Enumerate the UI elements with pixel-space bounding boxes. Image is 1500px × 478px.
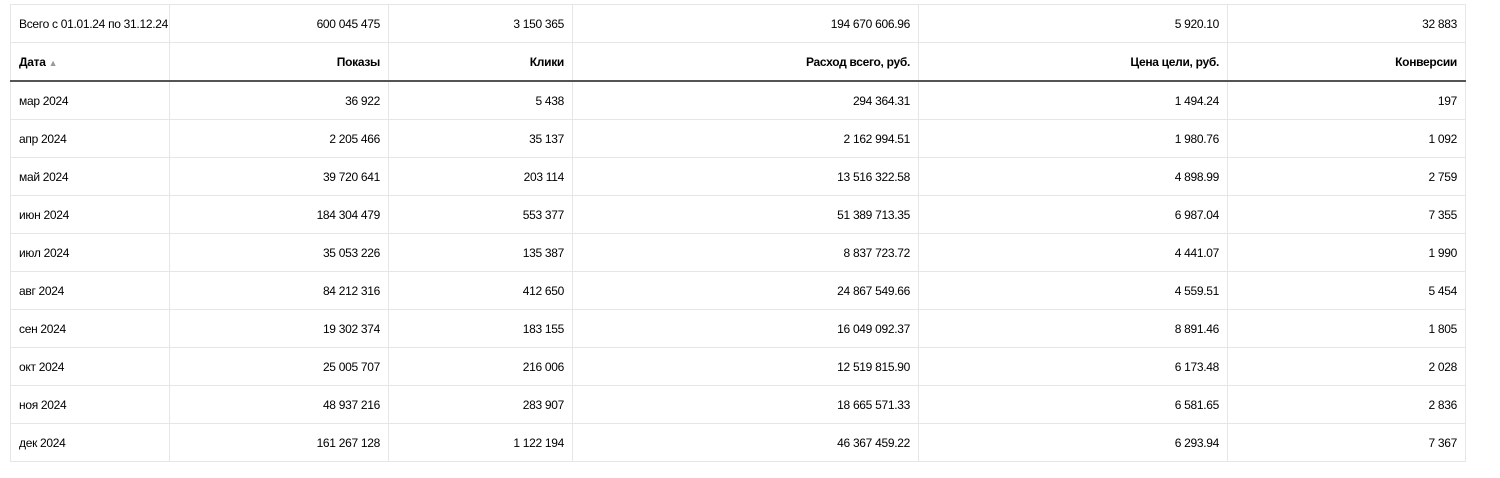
table-row: мар 2024 36 922 5 438 294 364.31 1 494.24 197	[10, 80, 1466, 120]
cell-date: июл 2024	[10, 233, 170, 272]
cell-shows: 39 720 641	[169, 157, 389, 196]
cell-cost: 294 364.31	[572, 80, 919, 120]
cell-conversions: 1 990	[1227, 233, 1466, 272]
cell-goal-price: 1 494.24	[918, 80, 1228, 120]
cell-conversions: 7 367	[1227, 423, 1466, 462]
header-row: Дата ▲ Показы Клики Расход всего, руб. Це…	[10, 42, 1466, 82]
cell-conversions: 2 759	[1227, 157, 1466, 196]
cell-goal-price: 4 559.51	[918, 271, 1228, 310]
cell-date: май 2024	[10, 157, 170, 196]
cell-goal-price: 8 891.46	[918, 309, 1228, 348]
table-row: окт 2024 25 005 707 216 006 12 519 815.90 6 …	[10, 347, 1466, 386]
totals-shows: 600 045 475	[169, 4, 389, 43]
cell-date: окт 2024	[10, 347, 170, 386]
cell-shows: 84 212 316	[169, 271, 389, 310]
cell-cost: 16 049 092.37	[572, 309, 919, 348]
cell-cost: 24 867 549.66	[572, 271, 919, 310]
column-header-shows[interactable]: Показы	[169, 42, 389, 82]
cell-goal-price: 6 581.65	[918, 385, 1228, 424]
table-row: дек 2024 161 267 128 1 122 194 46 367 459.2…	[10, 423, 1466, 462]
cell-shows: 184 304 479	[169, 195, 389, 234]
cell-conversions: 5 454	[1227, 271, 1466, 310]
cell-shows: 2 205 466	[169, 119, 389, 158]
cell-date: ноя 2024	[10, 385, 170, 424]
totals-row: Всего с 01.01.24 по 31.12.24 600 045 475…	[10, 4, 1466, 43]
statistics-table: Всего с 01.01.24 по 31.12.24 600 045 475…	[10, 4, 1466, 462]
cell-conversions: 2 028	[1227, 347, 1466, 386]
table-row: авг 2024 84 212 316 412 650 24 867 549.66 4 …	[10, 271, 1466, 310]
cell-date: июн 2024	[10, 195, 170, 234]
column-header-date[interactable]: Дата ▲	[10, 42, 170, 82]
cell-date: дек 2024	[10, 423, 170, 462]
totals-clicks: 3 150 365	[388, 4, 573, 43]
cell-cost: 12 519 815.90	[572, 347, 919, 386]
cell-conversions: 197	[1227, 80, 1466, 120]
cell-clicks: 183 155	[388, 309, 573, 348]
cell-date: авг 2024	[10, 271, 170, 310]
cell-cost: 8 837 723.72	[572, 233, 919, 272]
cell-conversions: 7 355	[1227, 195, 1466, 234]
cell-goal-price: 4 441.07	[918, 233, 1228, 272]
cell-cost: 18 665 571.33	[572, 385, 919, 424]
table-row: сен 2024 19 302 374 183 155 16 049 092.37 8 …	[10, 309, 1466, 348]
cell-shows: 19 302 374	[169, 309, 389, 348]
report-table-container: Всего с 01.01.24 по 31.12.24 600 045 475…	[10, 4, 1466, 462]
cell-clicks: 135 387	[388, 233, 573, 272]
cell-shows: 35 053 226	[169, 233, 389, 272]
cell-clicks: 553 377	[388, 195, 573, 234]
cell-clicks: 5 438	[388, 80, 573, 120]
cell-conversions: 2 836	[1227, 385, 1466, 424]
cell-date: сен 2024	[10, 309, 170, 348]
cell-clicks: 1 122 194	[388, 423, 573, 462]
column-header-cost[interactable]: Расход всего, руб.	[572, 42, 919, 82]
cell-goal-price: 1 980.76	[918, 119, 1228, 158]
cell-goal-price: 4 898.99	[918, 157, 1228, 196]
column-header-goal-price[interactable]: Цена цели, руб.	[918, 42, 1228, 82]
table-row: июн 2024 184 304 479 553 377 51 389 713.35 6…	[10, 195, 1466, 234]
cell-date: апр 2024	[10, 119, 170, 158]
cell-shows: 161 267 128	[169, 423, 389, 462]
cell-date: мар 2024	[10, 80, 170, 120]
cell-conversions: 1 805	[1227, 309, 1466, 348]
cell-clicks: 203 114	[388, 157, 573, 196]
cell-clicks: 412 650	[388, 271, 573, 310]
cell-cost: 13 516 322.58	[572, 157, 919, 196]
sort-ascending-icon: ▲	[48, 57, 58, 68]
cell-clicks: 216 006	[388, 347, 573, 386]
cell-shows: 48 937 216	[169, 385, 389, 424]
totals-cost: 194 670 606.96	[572, 4, 919, 43]
column-header-date-label: Дата	[19, 54, 46, 69]
cell-goal-price: 6 293.94	[918, 423, 1228, 462]
totals-conversions: 32 883	[1227, 4, 1466, 43]
cell-cost: 51 389 713.35	[572, 195, 919, 234]
totals-label: Всего с 01.01.24 по 31.12.24	[10, 4, 170, 43]
cell-goal-price: 6 173.48	[918, 347, 1228, 386]
cell-goal-price: 6 987.04	[918, 195, 1228, 234]
table-body: мар 2024 36 922 5 438 294 364.31 1 494.24 197…	[10, 80, 1466, 462]
column-header-conversions[interactable]: Конверсии	[1227, 42, 1466, 82]
table-row: апр 2024 2 205 466 35 137 2 162 994.51 1 980…	[10, 119, 1466, 158]
cell-clicks: 35 137	[388, 119, 573, 158]
cell-clicks: 283 907	[388, 385, 573, 424]
cell-conversions: 1 092	[1227, 119, 1466, 158]
table-row: май 2024 39 720 641 203 114 13 516 322.58 4 …	[10, 157, 1466, 196]
cell-cost: 2 162 994.51	[572, 119, 919, 158]
cell-shows: 25 005 707	[169, 347, 389, 386]
column-header-clicks[interactable]: Клики	[388, 42, 573, 82]
table-row: июл 2024 35 053 226 135 387 8 837 723.72 4 4…	[10, 233, 1466, 272]
cell-shows: 36 922	[169, 80, 389, 120]
totals-goal-price: 5 920.10	[918, 4, 1228, 43]
table-row: ноя 2024 48 937 216 283 907 18 665 571.33 6 …	[10, 385, 1466, 424]
cell-cost: 46 367 459.22	[572, 423, 919, 462]
